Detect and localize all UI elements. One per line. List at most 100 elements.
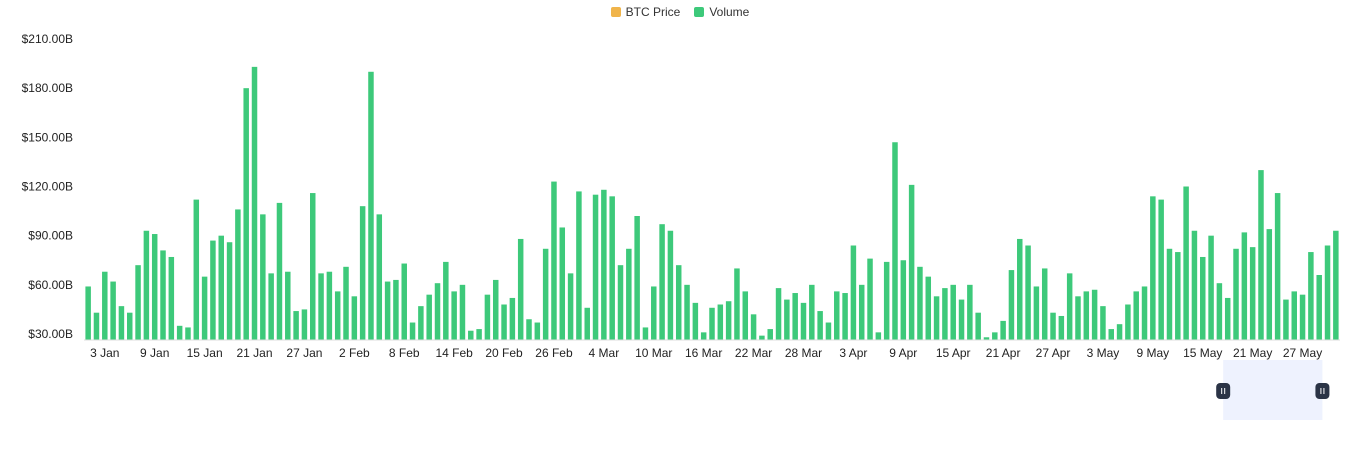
volume-bar[interactable] — [93, 312, 100, 340]
volume-bar[interactable] — [501, 304, 507, 341]
legend-item-btc-price[interactable]: BTC Price — [610, 5, 680, 19]
volume-bar[interactable] — [1150, 196, 1156, 340]
volume-bar[interactable] — [318, 273, 324, 340]
volume-bar[interactable] — [1066, 273, 1073, 340]
volume-bar[interactable] — [1000, 320, 1006, 340]
volume-bar[interactable] — [542, 248, 549, 340]
volume-bar[interactable] — [1116, 324, 1123, 340]
volume-bar[interactable] — [609, 196, 615, 340]
volume-bar[interactable] — [1033, 286, 1040, 340]
volume-bar[interactable] — [1249, 247, 1256, 340]
volume-bar[interactable] — [443, 261, 449, 340]
volume-bar[interactable] — [226, 242, 233, 340]
volume-bar[interactable] — [892, 142, 898, 340]
volume-bar[interactable] — [151, 234, 158, 340]
volume-bar[interactable] — [251, 66, 258, 341]
volume-bar[interactable] — [1008, 270, 1015, 340]
volume-bar[interactable] — [1058, 315, 1065, 340]
volume-bar[interactable] — [601, 189, 607, 340]
volume-bar[interactable] — [310, 193, 316, 340]
volume-bar[interactable] — [684, 284, 690, 340]
volume-bar[interactable] — [992, 332, 998, 340]
volume-bar[interactable] — [434, 283, 441, 340]
volume-bar[interactable] — [459, 284, 466, 340]
volume-bar[interactable] — [867, 258, 873, 340]
volume-bar[interactable] — [950, 284, 956, 340]
volume-bar[interactable] — [110, 281, 116, 340]
volume-bar[interactable] — [143, 230, 150, 340]
volume-bar[interactable] — [825, 322, 832, 340]
volume-bar[interactable] — [526, 319, 532, 340]
volume-bar[interactable] — [1324, 245, 1331, 341]
volume-bar[interactable] — [276, 202, 283, 340]
volume-bar[interactable] — [127, 312, 133, 340]
zoom-window[interactable] — [1223, 360, 1323, 420]
volume-bar[interactable] — [975, 312, 981, 340]
volume-bar[interactable] — [1208, 235, 1214, 340]
volume-bar[interactable] — [750, 314, 757, 340]
volume-bar[interactable] — [193, 199, 200, 340]
volume-bar[interactable] — [1183, 186, 1189, 341]
volume-bar[interactable] — [1191, 230, 1198, 340]
volume-bar[interactable] — [551, 181, 557, 340]
volume-bar[interactable] — [418, 306, 424, 340]
volume-bar[interactable] — [409, 322, 416, 340]
volume-bar[interactable] — [517, 238, 524, 340]
volume-bar[interactable] — [958, 299, 965, 340]
volume-bar[interactable] — [858, 284, 865, 340]
volume-bar[interactable] — [925, 276, 932, 340]
volume-bar[interactable] — [384, 281, 391, 340]
volume-bar[interactable] — [883, 261, 890, 340]
volume-bar[interactable] — [260, 214, 266, 340]
volume-bar[interactable] — [700, 332, 707, 340]
zoom-handle-right[interactable] — [1315, 383, 1330, 399]
volume-bar[interactable] — [742, 291, 749, 340]
volume-bar[interactable] — [268, 273, 274, 340]
volume-bar[interactable] — [667, 230, 674, 340]
volume-bar[interactable] — [1158, 199, 1164, 340]
volume-bar[interactable] — [576, 191, 582, 340]
volume-bar[interactable] — [426, 294, 432, 340]
volume-bar[interactable] — [1083, 291, 1090, 340]
volume-bar[interactable] — [534, 322, 541, 340]
volume-bar[interactable] — [1075, 296, 1081, 340]
volume-bar[interactable] — [1274, 193, 1281, 340]
volume-bar[interactable] — [1224, 297, 1231, 340]
volume-bar[interactable] — [659, 224, 665, 340]
volume-bar[interactable] — [85, 286, 91, 340]
volume-bar[interactable] — [1050, 312, 1056, 340]
volume-bar[interactable] — [1299, 294, 1306, 340]
volume-bar[interactable] — [834, 291, 840, 340]
volume-bar[interactable] — [900, 260, 907, 340]
volume-bar[interactable] — [767, 329, 773, 340]
volume-bar[interactable] — [817, 311, 823, 340]
volume-bar[interactable] — [1291, 291, 1297, 340]
volume-bar[interactable] — [509, 297, 516, 340]
volume-bar[interactable] — [734, 268, 740, 340]
volume-bar[interactable] — [942, 288, 948, 340]
volume-bar[interactable] — [983, 337, 990, 340]
volume-bar[interactable] — [1241, 232, 1248, 340]
volume-bar[interactable] — [1333, 230, 1339, 340]
volume-bar[interactable] — [301, 309, 308, 340]
volume-bar[interactable] — [368, 71, 374, 340]
volume-bar[interactable] — [850, 245, 857, 341]
volume-bar[interactable] — [875, 332, 882, 340]
volume-bar[interactable] — [293, 311, 299, 340]
volume-bar[interactable] — [908, 184, 915, 340]
volume-bar[interactable] — [185, 327, 191, 340]
volume-bar[interactable] — [1133, 291, 1139, 340]
volume-bar[interactable] — [800, 302, 807, 340]
volume-bar[interactable] — [393, 279, 399, 340]
volume-bar[interactable] — [484, 294, 491, 340]
legend-item-volume[interactable]: Volume — [694, 5, 749, 19]
volume-bar[interactable] — [235, 209, 241, 340]
volume-bar[interactable] — [717, 304, 724, 341]
volume-bar[interactable] — [201, 276, 208, 340]
volume-bar[interactable] — [917, 266, 923, 340]
volume-bar[interactable] — [401, 263, 407, 340]
volume-bar[interactable] — [1316, 275, 1322, 340]
zoom-handle-left[interactable] — [1216, 383, 1231, 399]
volume-bar[interactable] — [243, 88, 249, 340]
volume-bar[interactable] — [809, 284, 815, 340]
